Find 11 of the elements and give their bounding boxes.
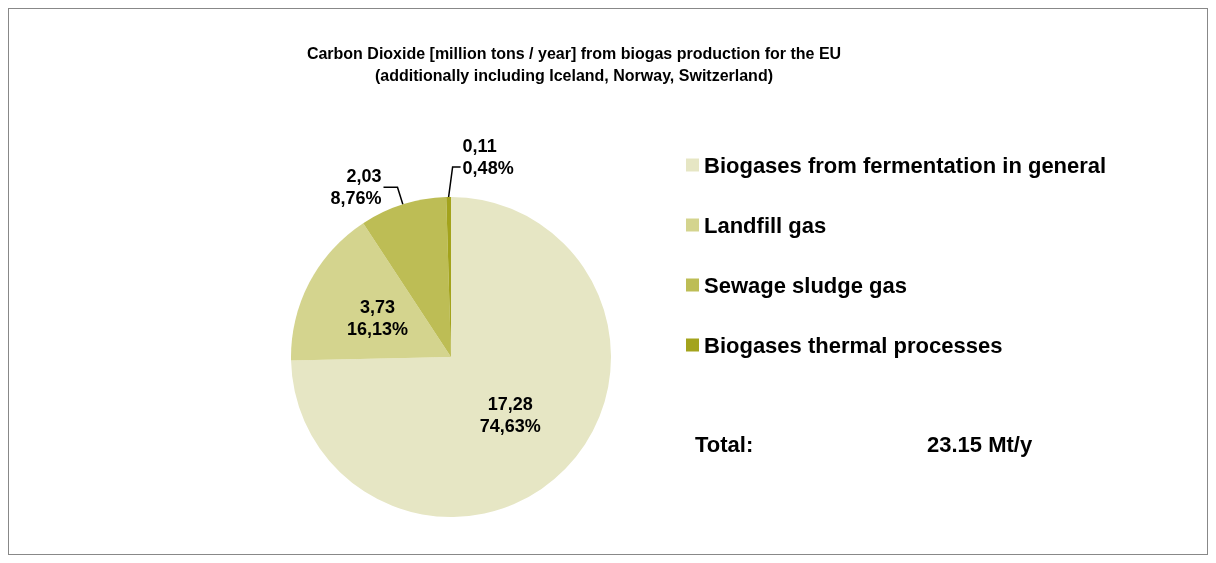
legend-label: Biogases from fermentation in general (704, 152, 1107, 178)
text: Total: (695, 431, 754, 457)
legend-label: Biogases thermal processes (704, 332, 1003, 358)
data-label: 2,03 8,76% (330, 166, 382, 209)
data-label: 17,28 74,63% (479, 394, 541, 437)
chart-title: Carbon Dioxide [million tons / year] from biogas production for the EU (additionally including Iceland, Norway, Switzerland) (306, 44, 842, 84)
legend-label: Sewage sludge gas (704, 272, 907, 298)
data-label: 0,11 0,48% (462, 136, 514, 179)
data-label: 3,73 16,13% (346, 297, 409, 340)
legend-label: Landfill gas (704, 212, 827, 238)
text: 23.15 Mt/y (927, 431, 1033, 457)
